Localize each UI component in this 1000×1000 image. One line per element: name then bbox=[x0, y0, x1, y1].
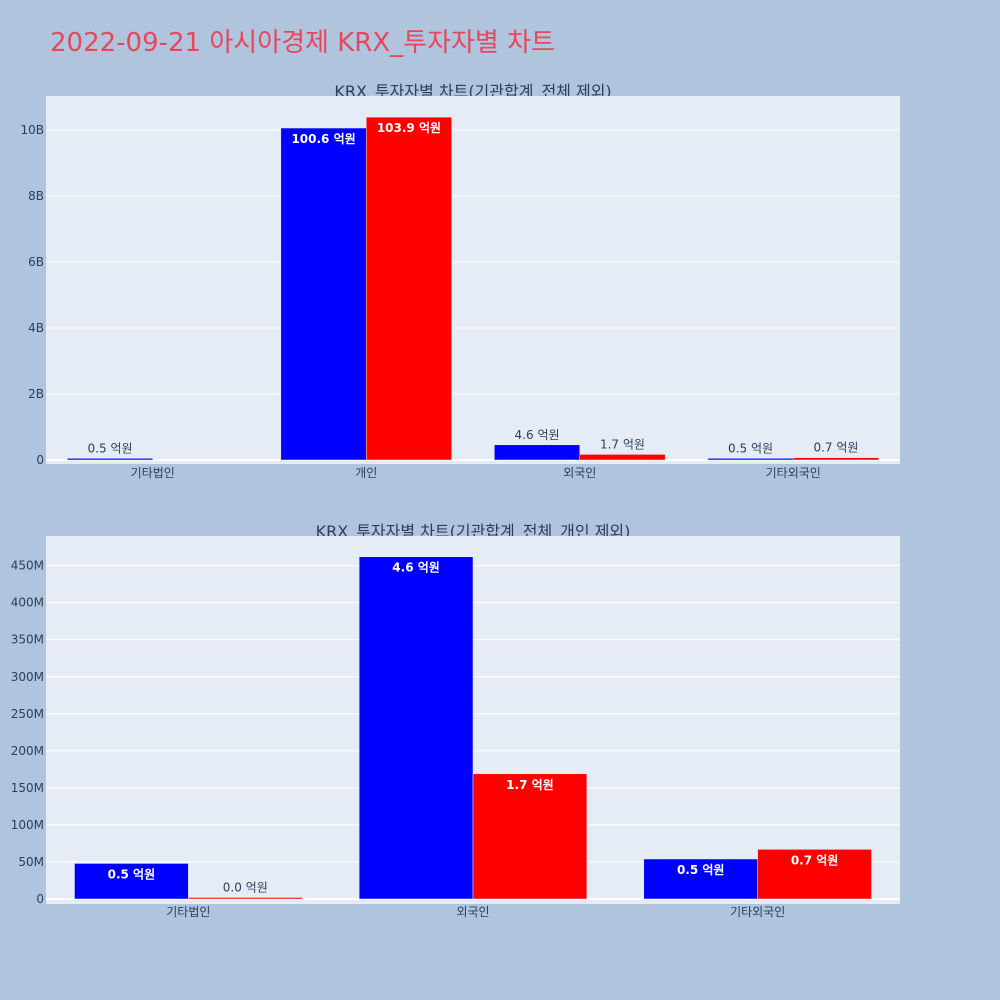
bar bbox=[579, 454, 666, 461]
data-label: 0.5 억원 bbox=[677, 863, 725, 877]
y-tick-label: 0 bbox=[36, 453, 44, 467]
x-tick-label: 기타법인 bbox=[166, 905, 210, 919]
bar bbox=[472, 773, 588, 900]
data-label: 0.7 억원 bbox=[813, 441, 858, 455]
x-tick-label: 개인 bbox=[355, 466, 377, 480]
chart-2: 0 50M 100M 150M 200M 250M 300M 350M 400M 450M 기타법인… bbox=[11, 536, 900, 919]
y-tick-label: 4B bbox=[28, 321, 44, 335]
bar bbox=[74, 863, 189, 900]
bar bbox=[793, 457, 879, 461]
y-tick-label: 400M bbox=[11, 596, 44, 610]
data-label: 0.5 억원 bbox=[728, 441, 773, 455]
y-tick-label: 100M bbox=[11, 818, 44, 832]
y-tick-label: 8B bbox=[28, 189, 44, 203]
bar bbox=[757, 849, 872, 900]
data-label: 4.6 억원 bbox=[515, 428, 560, 442]
y-tick-label: 10B bbox=[20, 123, 44, 137]
y-tick-label: 250M bbox=[11, 707, 44, 721]
y-tick-label: 6B bbox=[28, 255, 44, 269]
bar bbox=[280, 127, 367, 461]
bar bbox=[67, 458, 153, 461]
x-tick-label: 외국인 bbox=[563, 466, 596, 480]
data-label: 1.7 억원 bbox=[600, 437, 645, 451]
y-tick-label: 50M bbox=[18, 855, 44, 869]
data-label: 0.5 억원 bbox=[88, 441, 133, 455]
data-label: 0.0 억원 bbox=[223, 881, 268, 895]
y-tick-label: 450M bbox=[11, 559, 44, 573]
y-tick-label: 350M bbox=[11, 633, 44, 647]
data-label: 4.6 억원 bbox=[392, 561, 440, 575]
y-tick-label: 200M bbox=[11, 744, 44, 758]
page-title: 2022-09-21 아시아경제 KRX_투자자별 차트 bbox=[50, 28, 555, 58]
x-tick-label: 기타외국인 bbox=[730, 905, 785, 919]
y-tick-label: 2B bbox=[28, 387, 44, 401]
y-tick-label: 0 bbox=[36, 892, 44, 906]
bar bbox=[358, 556, 474, 900]
bar bbox=[188, 897, 303, 900]
plot-area bbox=[46, 96, 900, 464]
bar bbox=[366, 116, 452, 461]
x-tick-label: 기타외국인 bbox=[766, 466, 821, 480]
data-label: 100.6 억원 bbox=[291, 132, 355, 146]
bar bbox=[643, 858, 758, 900]
data-label: 0.5 억원 bbox=[108, 867, 156, 881]
y-tick-label: 300M bbox=[11, 670, 44, 684]
y-tick-label: 150M bbox=[11, 781, 44, 795]
bar bbox=[494, 444, 581, 461]
x-tick-label: 기타법인 bbox=[131, 466, 175, 480]
data-label: 0.7 억원 bbox=[791, 853, 839, 867]
data-label: 1.7 억원 bbox=[506, 778, 554, 792]
x-tick-label: 외국인 bbox=[456, 905, 489, 919]
data-label: 103.9 억원 bbox=[377, 121, 441, 135]
bar bbox=[707, 458, 794, 461]
